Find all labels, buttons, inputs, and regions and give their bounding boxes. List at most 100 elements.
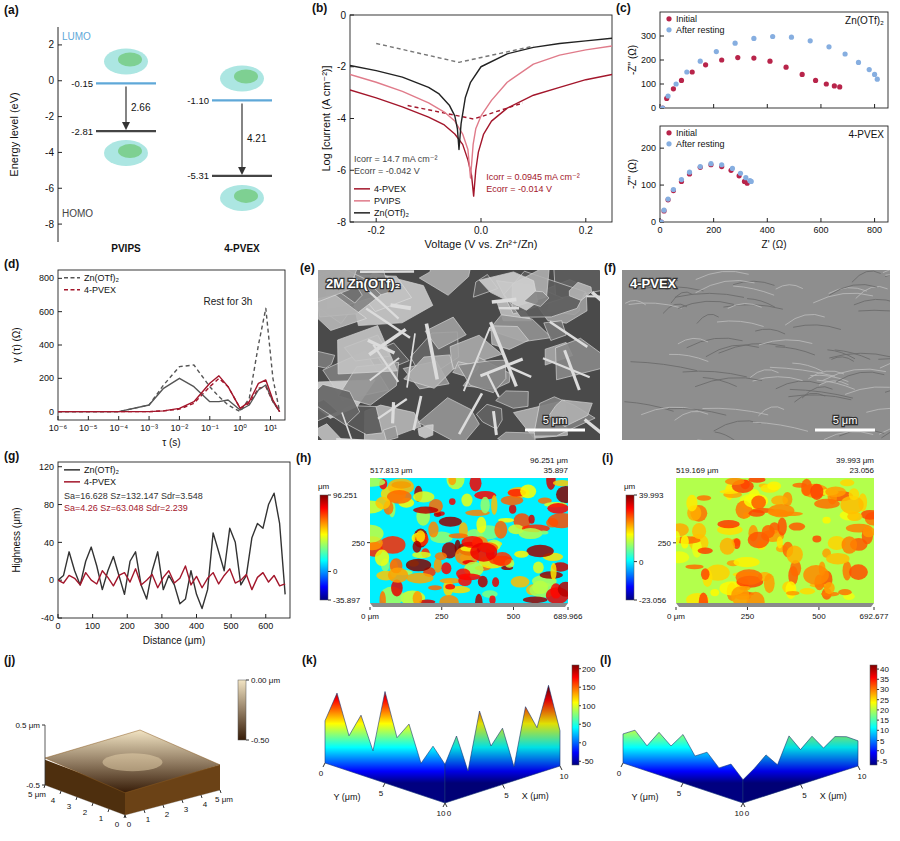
colorbar-label: -50 [582, 757, 594, 766]
annotation: Icorr = 0.0945 mA cm⁻² [486, 172, 580, 182]
y-tick [660, 36, 664, 37]
colorbar-title: μm [624, 482, 636, 491]
x-tick [58, 416, 59, 420]
sem-wrinkle [703, 378, 737, 387]
x-tick-label: 0.2 [579, 225, 593, 236]
plot-area [350, 38, 612, 196]
plate-feature [556, 486, 568, 503]
plate-feature [456, 569, 470, 579]
data-point [751, 36, 756, 41]
y-tick-label: -2 [45, 111, 54, 122]
series-line [350, 38, 612, 149]
sem-rod [369, 329, 406, 354]
plot-area [58, 493, 285, 608]
gap-label: 2.66 [131, 102, 151, 113]
plate-feature [812, 536, 821, 543]
x-tick [713, 104, 714, 108]
colorbar-tick [579, 705, 581, 706]
plate-feature [701, 568, 710, 580]
y-tick-label: -4 [337, 113, 346, 124]
plate-feature [370, 478, 385, 487]
plate-feature [523, 597, 548, 603]
x-tick [161, 614, 162, 618]
corner-label: 519.169 μm [676, 466, 719, 475]
colorbar-tick [328, 571, 331, 572]
colorbar-label: 0 [639, 558, 644, 567]
x-tick [767, 218, 768, 222]
legend-label: 4-PVEX [84, 285, 116, 295]
x-tick [127, 614, 128, 618]
sem-rod [391, 402, 395, 423]
colorbar-tick [634, 561, 637, 562]
data-point [767, 59, 772, 64]
x-tick [92, 614, 93, 618]
sem-wrinkle [785, 314, 825, 325]
colorbar-label: 0 [582, 739, 587, 748]
y-axis-title: Y (μm) [631, 792, 658, 802]
y-tick [367, 542, 370, 543]
series-line [350, 75, 612, 197]
x-tick-label: 500 [507, 612, 521, 621]
sem-rod [499, 307, 519, 309]
y-tick [58, 152, 62, 153]
x-tick-label: 692.677 [860, 612, 889, 621]
x-tick-label: 5 μm [215, 795, 233, 804]
x-tick-label: 10 [858, 772, 867, 781]
x-tick-label: 10⁻³ [140, 423, 158, 433]
data-point [789, 35, 794, 40]
plot-frame [58, 270, 285, 420]
x-tick [801, 785, 803, 789]
annotation: Sa=16.628 Sz=132.147 Sdr=3.548 [64, 491, 203, 501]
x-tick [196, 614, 197, 618]
sem-wrinkle [858, 310, 890, 316]
panel-letter: (a) [4, 3, 19, 17]
sem-rod [336, 439, 401, 440]
sem-wrinkle [802, 387, 833, 399]
sem-wrinkle [696, 271, 749, 279]
x-tick [182, 800, 183, 803]
y-tick [323, 763, 325, 767]
sem-plate [383, 426, 398, 440]
plate-feature [849, 564, 868, 580]
plot-frame [350, 15, 612, 222]
y-tick-label: 4 [51, 796, 56, 805]
sem-wrinkle [696, 280, 755, 292]
y-tick [660, 84, 664, 85]
x-tick-label: 10⁻² [171, 423, 189, 433]
y-tick [621, 763, 623, 767]
colorbar-label: 100 [582, 702, 596, 711]
data-point [719, 57, 724, 62]
plate-feature [470, 478, 482, 491]
scale-bar-label: 5 μm [833, 414, 858, 426]
sem-rod [493, 411, 496, 435]
plate-feature [699, 592, 708, 603]
y-tick [741, 803, 743, 807]
data-point [837, 84, 842, 89]
colorbar-tick [328, 495, 331, 496]
y-tick-label: 200 [641, 55, 656, 65]
corner-label: 517.813 μm [370, 466, 413, 475]
plate-feature [686, 495, 697, 512]
colorbar-tick [579, 761, 581, 762]
x-tick [231, 614, 232, 618]
y-tick [58, 311, 62, 312]
y-tick-label: 100 [641, 180, 656, 190]
plot-frame [58, 462, 290, 618]
legend-line [64, 481, 80, 483]
data-point [665, 197, 670, 202]
x-tick-label: 800 [867, 225, 882, 235]
x-tick-label: 400 [189, 621, 204, 631]
sem-texture [622, 270, 890, 440]
y-tick [681, 783, 683, 787]
y-tick-label: 120 [39, 462, 54, 472]
panel-letter: (d) [4, 257, 19, 271]
colorbar [626, 495, 634, 600]
sem-plate [318, 295, 367, 331]
sem-plate [418, 425, 433, 438]
sem-rod [480, 359, 522, 376]
sem-wrinkle [719, 343, 786, 353]
y-axis-title: Log [current (A cm⁻²)] [320, 65, 332, 171]
y-tick [350, 222, 354, 223]
orbital-lobe [234, 189, 258, 203]
plate-feature [501, 496, 524, 506]
